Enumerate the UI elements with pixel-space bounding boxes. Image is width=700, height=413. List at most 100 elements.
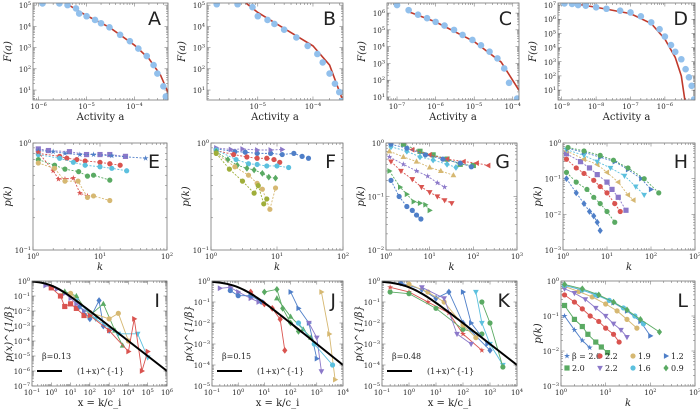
x-tick-label: 100 [27, 252, 39, 261]
data-point [441, 296, 447, 302]
fit-legend-label: (1+x)^{-1} [257, 367, 304, 376]
data-point [579, 306, 585, 312]
fit-legend-label: (1+x)^{-1} [427, 367, 474, 376]
x-tick-label: 10−1 [204, 388, 220, 397]
panel-label: D [673, 8, 688, 30]
data-point [500, 364, 506, 370]
data-point [116, 31, 124, 39]
y-axis-label: F(a) [3, 41, 14, 63]
y-tick-label: 104 [544, 44, 556, 53]
data-point [637, 13, 645, 20]
data-point [107, 327, 113, 334]
data-point [240, 146, 246, 152]
x-axis-label: x = k/c_i [256, 398, 300, 409]
beta-annotation: β=0.48 [392, 352, 421, 361]
data-point [106, 316, 112, 322]
x-tick-label: 103 [103, 388, 115, 397]
data-point [586, 165, 593, 171]
legend-label: 1.2 [671, 352, 684, 361]
data-point [291, 150, 297, 156]
panel-i: 10−1 100 101 102 103 104 105 106 10−7 10−6 10−5 10−… [4, 277, 173, 409]
data-point [266, 173, 272, 181]
data-point [387, 168, 393, 174]
fit-legend-label: (1+x)^{-1} [77, 367, 124, 376]
x-tick-label: 10−7 [622, 102, 638, 111]
data-point [596, 318, 602, 325]
panel-label: C [499, 8, 512, 30]
x-axis-label: Activity a [428, 112, 477, 123]
x-tick-label: 10−7 [389, 102, 405, 111]
data-point [70, 159, 76, 165]
data-point [271, 156, 277, 163]
data-point [440, 156, 446, 162]
y-tick-label: 10−5 [14, 352, 30, 361]
y-tick-label: 10−3 [364, 340, 380, 349]
data-point [162, 93, 168, 100]
data-point [448, 201, 455, 207]
x-tick-label: 104 [337, 388, 349, 397]
data-point [479, 299, 485, 305]
panel-b: 10−5 10−4 101 102 103 104 105 B Activity a F(a) [177, 1, 344, 123]
y-tick-label: 105 [373, 26, 385, 35]
data-point [256, 299, 262, 305]
series-line [230, 290, 263, 303]
legend-marker [663, 353, 670, 359]
data-point [135, 45, 142, 52]
data-point [387, 284, 394, 290]
data-point [244, 154, 250, 160]
x-tick-label: 103 [484, 388, 496, 397]
data-point [259, 186, 265, 192]
data-point [404, 191, 410, 198]
data-point [661, 33, 669, 40]
data-point [213, 150, 219, 156]
data-point [417, 200, 424, 207]
data-point [267, 206, 273, 212]
data-point [274, 163, 280, 169]
data-point [139, 368, 146, 374]
data-point [48, 285, 54, 291]
data-point [230, 151, 237, 158]
panel-label: F [325, 151, 336, 173]
data-point [609, 186, 615, 193]
data-point [226, 166, 232, 172]
data-point [585, 331, 591, 337]
x-tick-label: 101 [430, 388, 442, 397]
data-point [637, 316, 644, 323]
y-tick-label: 10−5 [364, 382, 380, 391]
data-point [277, 159, 283, 165]
data-point [424, 173, 431, 179]
data-point [107, 197, 113, 204]
data-point [314, 50, 321, 58]
data-point [108, 152, 115, 159]
x-tick-label: 101 [424, 252, 436, 261]
data-point [630, 197, 636, 204]
data-point [274, 285, 280, 293]
y-tick-label: 10−2 [368, 246, 384, 255]
series-line [389, 156, 445, 188]
data-point [96, 297, 102, 304]
x-axis-label: Activity a [602, 112, 651, 123]
data-point [430, 152, 436, 158]
data-point [417, 153, 423, 161]
x-tick-label: 10−6 [31, 102, 47, 111]
data-point [413, 158, 420, 164]
data-point [286, 164, 292, 171]
plot-frame [385, 142, 518, 251]
y-tick-label: 10−2 [543, 347, 559, 356]
data-point [468, 341, 474, 348]
plot-frame [206, 2, 344, 101]
data-point [685, 73, 693, 81]
data-point [76, 190, 83, 196]
scaling-curve [212, 281, 343, 366]
data-point [56, 3, 63, 7]
data-point [427, 207, 433, 214]
data-point [615, 194, 621, 200]
data-point [327, 331, 333, 337]
data-point [406, 281, 412, 287]
data-point [326, 70, 333, 77]
data-point [579, 285, 585, 293]
data-point [72, 5, 80, 12]
y-tick-label: 10−5 [194, 382, 210, 391]
data-point [500, 65, 508, 72]
data-point [306, 320, 312, 327]
